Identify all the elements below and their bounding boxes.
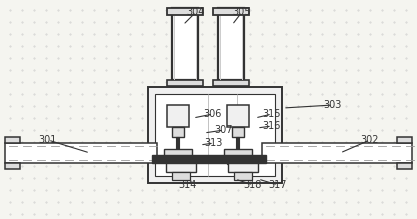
Text: 313: 313 (205, 138, 223, 148)
Bar (224, 149, 252, 156)
Bar (236, 137, 239, 149)
Bar (218, 8, 244, 80)
Text: 316: 316 (263, 121, 281, 131)
Bar (262, 143, 412, 163)
Bar (228, 163, 258, 172)
Bar (167, 80, 203, 86)
Bar (176, 137, 179, 149)
Bar (164, 149, 192, 156)
Bar (155, 94, 275, 176)
Text: 315: 315 (263, 109, 281, 119)
Text: 303: 303 (324, 100, 342, 110)
Text: 307: 307 (215, 125, 233, 135)
Bar (213, 80, 249, 86)
Text: 306: 306 (204, 109, 222, 119)
Bar (227, 105, 249, 127)
Bar (167, 105, 189, 127)
Bar (232, 127, 244, 137)
Bar (397, 163, 412, 169)
Text: 317: 317 (269, 180, 287, 190)
Text: 305: 305 (233, 7, 251, 17)
Text: 304: 304 (187, 7, 205, 17)
Bar (152, 155, 266, 163)
Bar (166, 163, 196, 172)
Bar (5, 137, 20, 143)
Bar (5, 143, 157, 163)
Bar (227, 156, 247, 164)
Bar (172, 172, 190, 180)
Bar (234, 172, 252, 180)
Text: 318: 318 (244, 180, 262, 190)
Bar (172, 127, 184, 137)
Text: 314: 314 (179, 180, 197, 190)
Bar (167, 8, 203, 15)
Bar (172, 8, 198, 80)
Bar (397, 137, 412, 143)
Bar (167, 156, 187, 164)
Text: 301: 301 (39, 135, 57, 145)
Bar (213, 8, 249, 15)
Bar (148, 87, 282, 183)
Bar (5, 163, 20, 169)
Text: 302: 302 (361, 135, 379, 145)
